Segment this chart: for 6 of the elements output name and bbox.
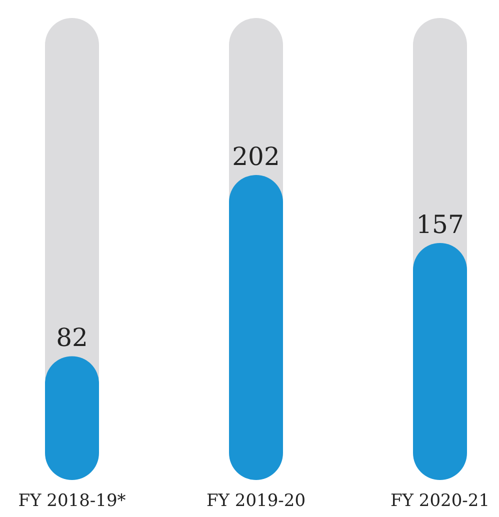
data-label: 202 [232,142,280,171]
data-label: 82 [56,323,88,352]
x-tick-label: FY 2020-21 [390,491,490,511]
x-tick-label: FY 2019-20 [206,491,306,511]
data-label: 157 [416,210,464,239]
x-tick-label: FY 2018-19* [18,491,126,511]
